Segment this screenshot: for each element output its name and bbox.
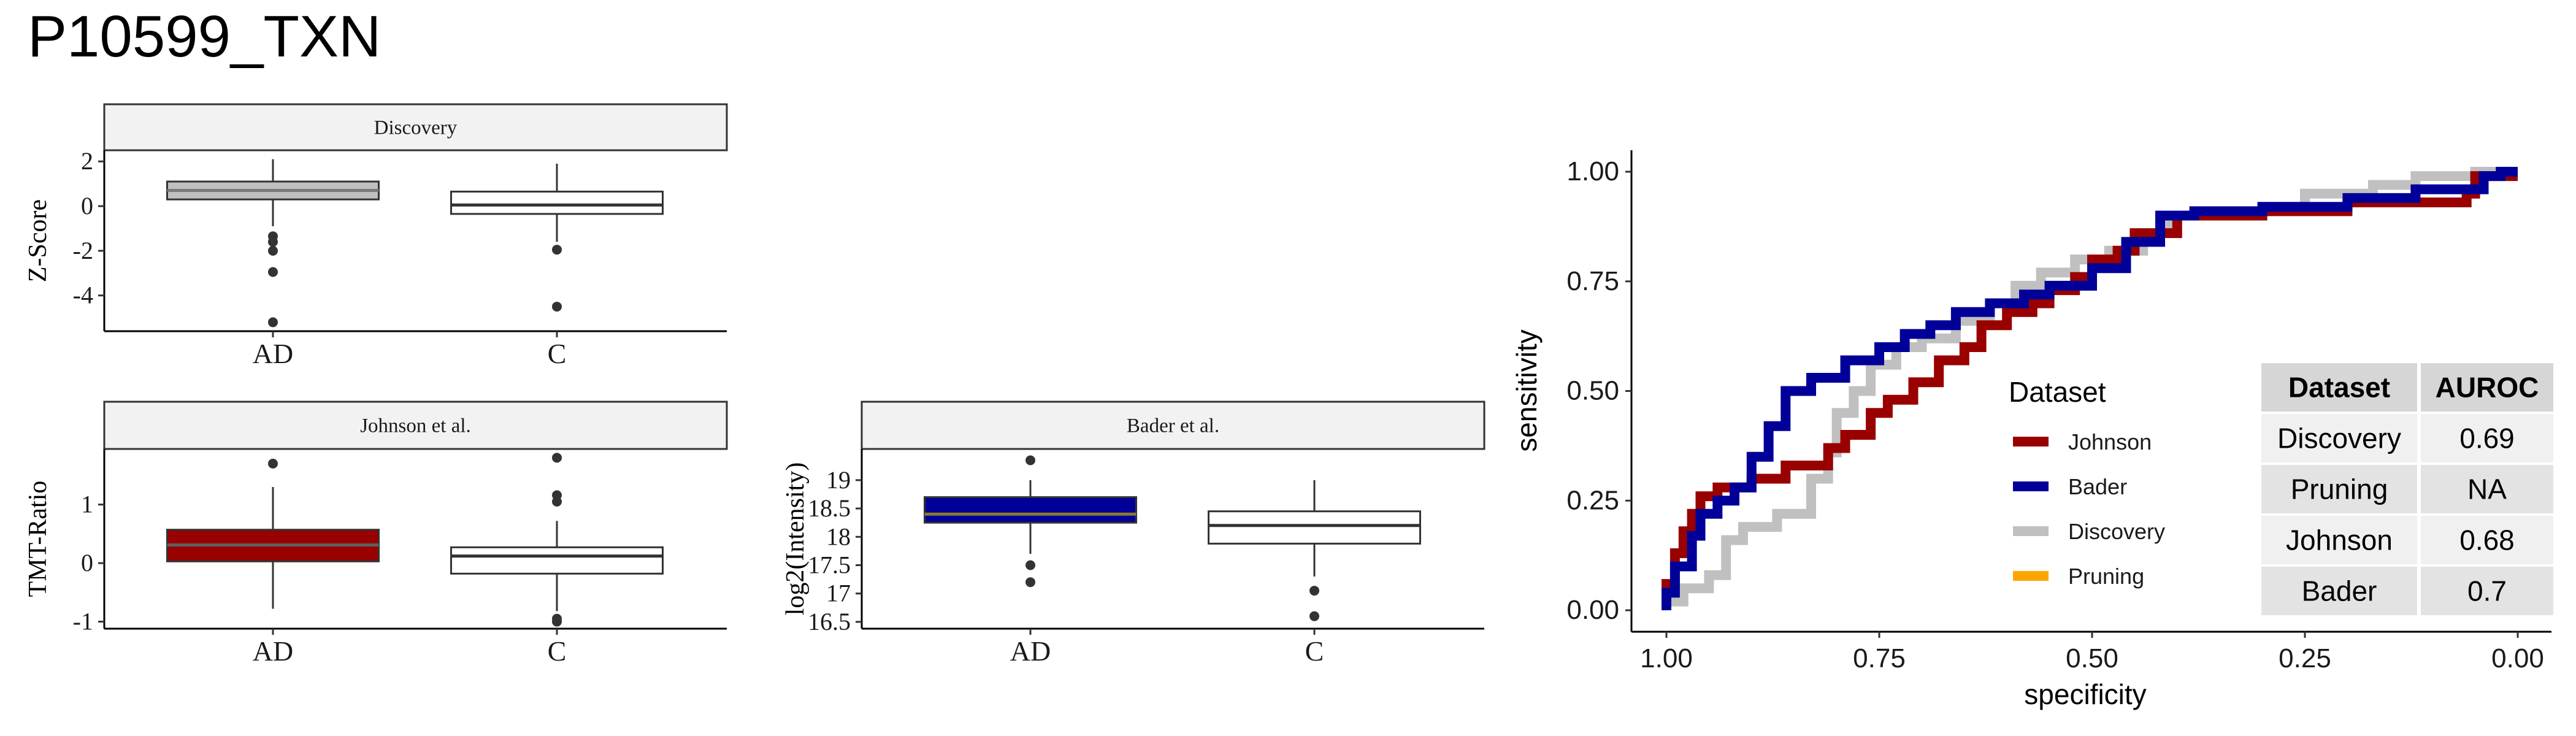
y-tick-label: 17 — [826, 580, 851, 607]
outlier-point — [268, 317, 278, 328]
table-cell — [2418, 564, 2556, 618]
boxplot-panel: Johnson et al. 1 0 -1 TMT-Ratio AD C — [24, 401, 728, 667]
table-cell-value: 0.68 — [2459, 524, 2515, 556]
table-cell-value: Bader — [2302, 575, 2377, 607]
outlier-point — [268, 245, 278, 256]
roc-x-tick-label: 0.25 — [2279, 643, 2331, 673]
table-cell-value: Discovery — [2277, 423, 2401, 454]
roc-panel: 0.00 0.25 0.50 0.75 1.00 1.00 0.75 0.50 0.25 0.00… — [1511, 150, 2551, 710]
table-cell-value: NA — [2467, 473, 2507, 505]
outlier-point — [552, 301, 562, 312]
table-header-label: AUROC — [2436, 372, 2539, 404]
y-axis-label: log2(Intensity) — [781, 462, 810, 616]
roc-y-tick-label: 1.00 — [1566, 156, 1619, 186]
outlier-point — [1309, 586, 1319, 596]
roc-x-axis-label: specificity — [2024, 678, 2146, 710]
table-header-label: Dataset — [2288, 372, 2390, 404]
roc-x-tick-label: 1.00 — [1640, 643, 1693, 673]
boxplot-panel: Bader et al. 1918.51817.51716.5log2(Inten… — [781, 401, 1485, 667]
roc-y-tick-label: 0.25 — [1566, 485, 1619, 515]
table-header-cell — [2418, 361, 2556, 414]
roc-curve-bader — [1662, 167, 2518, 610]
box-iqr — [924, 496, 1137, 524]
y-tick-label: 19 — [826, 466, 851, 494]
table-cell — [2418, 462, 2556, 516]
y-tick-label: 18.5 — [808, 494, 851, 522]
facet-strip-label: Discovery — [374, 117, 458, 139]
x-tick-label: C — [548, 338, 567, 369]
auroc-table: Dataset AUROC Discovery 0.69 Pruning NA Johnso… — [2259, 361, 2556, 618]
table-cell-value: 0.7 — [2467, 575, 2507, 607]
table-cell-value: 0.69 — [2459, 423, 2515, 454]
facet-strip-label: Johnson et al. — [360, 415, 471, 437]
outlier-point — [268, 267, 278, 277]
roc-legend-label: Pruning — [2068, 564, 2144, 589]
y-tick-label: 2 — [81, 147, 93, 175]
outlier-point — [552, 496, 562, 507]
y-tick-label: 17.5 — [808, 551, 851, 578]
facet-strip — [103, 103, 728, 151]
box-iqr — [450, 546, 664, 575]
table-cell-value: Johnson — [2286, 524, 2393, 556]
roc-curve-johnson — [1662, 171, 2518, 610]
outlier-point — [268, 458, 278, 469]
y-tick-label: -4 — [73, 282, 93, 309]
y-tick-label: 18 — [826, 523, 851, 550]
outlier-point — [1025, 577, 1035, 588]
figure-title: P10599_TXN — [28, 4, 381, 69]
x-tick-label: AD — [253, 635, 293, 667]
roc-legend-title: Dataset — [2009, 376, 2106, 408]
y-tick-label: 1 — [81, 491, 93, 518]
roc-legend-label: Johnson — [2068, 429, 2152, 454]
roc-legend-label: Bader — [2068, 474, 2127, 499]
y-axis-label: TMT-Ratio — [24, 481, 52, 597]
x-tick-label: C — [1305, 635, 1324, 667]
x-tick-label: AD — [1010, 635, 1051, 667]
roc-y-tick-label: 0.75 — [1566, 266, 1619, 296]
outlier-point — [268, 237, 278, 247]
roc-x-tick-label: 0.50 — [2066, 643, 2118, 673]
y-tick-label: -2 — [73, 237, 93, 264]
y-tick-label: 16.5 — [808, 608, 851, 635]
roc-x-tick-label: 0.00 — [2491, 643, 2544, 673]
table-cell — [2259, 462, 2420, 516]
table-cell — [2418, 412, 2556, 465]
outlier-point — [1025, 455, 1035, 466]
outlier-point — [552, 245, 562, 255]
roc-legend: Dataset Johnson Bader Discovery Pruning — [2009, 376, 2165, 589]
y-tick-label: -1 — [73, 608, 93, 635]
y-tick-label: 0 — [81, 549, 93, 577]
outlier-point — [552, 453, 562, 463]
x-tick-label: C — [548, 635, 567, 667]
y-tick-label: 0 — [81, 192, 93, 220]
outlier-point — [1309, 611, 1319, 621]
y-axis-label: Z-Score — [24, 199, 52, 282]
facet-strip — [103, 401, 728, 450]
roc-legend-label: Discovery — [2068, 519, 2165, 544]
outlier-point — [552, 616, 562, 627]
roc-y-axis-label: sensitivity — [1511, 329, 1543, 451]
boxplot-panels: Discovery 2 0 -2 -4 Z-Score AD C Johnson et al. 1… — [24, 103, 1485, 667]
table-cell-value: Pruning — [2291, 473, 2388, 505]
roc-x-tick-label: 0.75 — [1853, 643, 1906, 673]
box-iqr — [1208, 510, 1421, 545]
box-iqr — [450, 190, 664, 215]
facet-strip-label: Bader et al. — [1127, 415, 1219, 437]
boxplot-panel: Discovery 2 0 -2 -4 Z-Score AD C — [24, 103, 728, 369]
roc-y-tick-label: 0.50 — [1566, 376, 1619, 406]
outlier-point — [1025, 560, 1035, 570]
facet-strip — [861, 401, 1485, 450]
roc-y-tick-label: 0.00 — [1566, 595, 1619, 625]
x-tick-label: AD — [253, 338, 293, 369]
